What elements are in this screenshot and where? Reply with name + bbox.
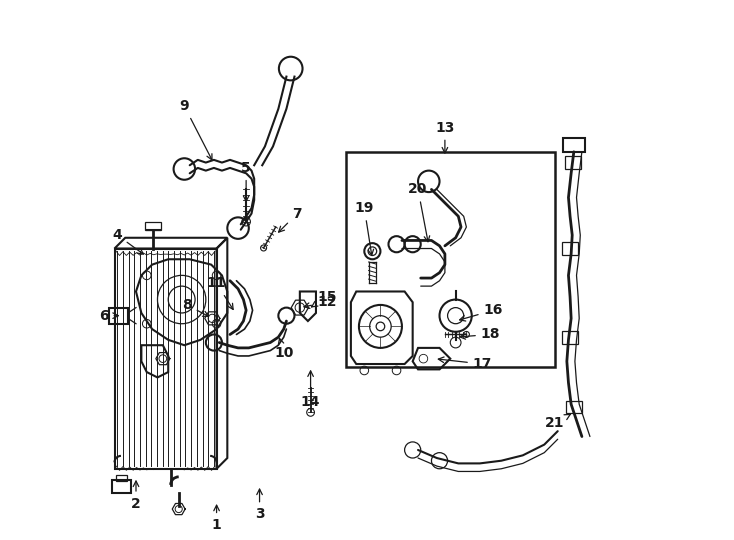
- Bar: [346, 152, 555, 367]
- Bar: [562, 242, 578, 255]
- Text: 2: 2: [131, 481, 141, 511]
- Bar: [112, 480, 131, 493]
- Text: 13: 13: [435, 120, 454, 153]
- Bar: [145, 221, 161, 229]
- Text: 7: 7: [279, 207, 302, 232]
- Bar: [562, 330, 578, 343]
- Text: 4: 4: [112, 228, 143, 254]
- Bar: [116, 475, 127, 481]
- Text: 16: 16: [459, 303, 503, 321]
- Text: 1: 1: [211, 505, 222, 532]
- Text: 3: 3: [255, 489, 264, 522]
- Text: 5: 5: [241, 161, 251, 201]
- Bar: [564, 156, 581, 169]
- Text: 12: 12: [304, 295, 336, 309]
- Bar: [115, 248, 217, 469]
- Bar: [566, 401, 582, 414]
- Text: 20: 20: [408, 183, 429, 242]
- Bar: [563, 138, 584, 152]
- Text: 11: 11: [207, 276, 233, 309]
- Text: 6: 6: [99, 309, 118, 323]
- Text: 19: 19: [355, 201, 374, 255]
- Text: 15: 15: [311, 290, 336, 307]
- Text: 17: 17: [438, 357, 493, 371]
- Text: 18: 18: [459, 327, 501, 341]
- Text: 14: 14: [301, 371, 320, 409]
- Text: 10: 10: [274, 339, 294, 360]
- Bar: [109, 308, 128, 323]
- Text: 8: 8: [182, 298, 208, 316]
- Text: 21: 21: [545, 414, 570, 430]
- Text: 9: 9: [180, 99, 212, 160]
